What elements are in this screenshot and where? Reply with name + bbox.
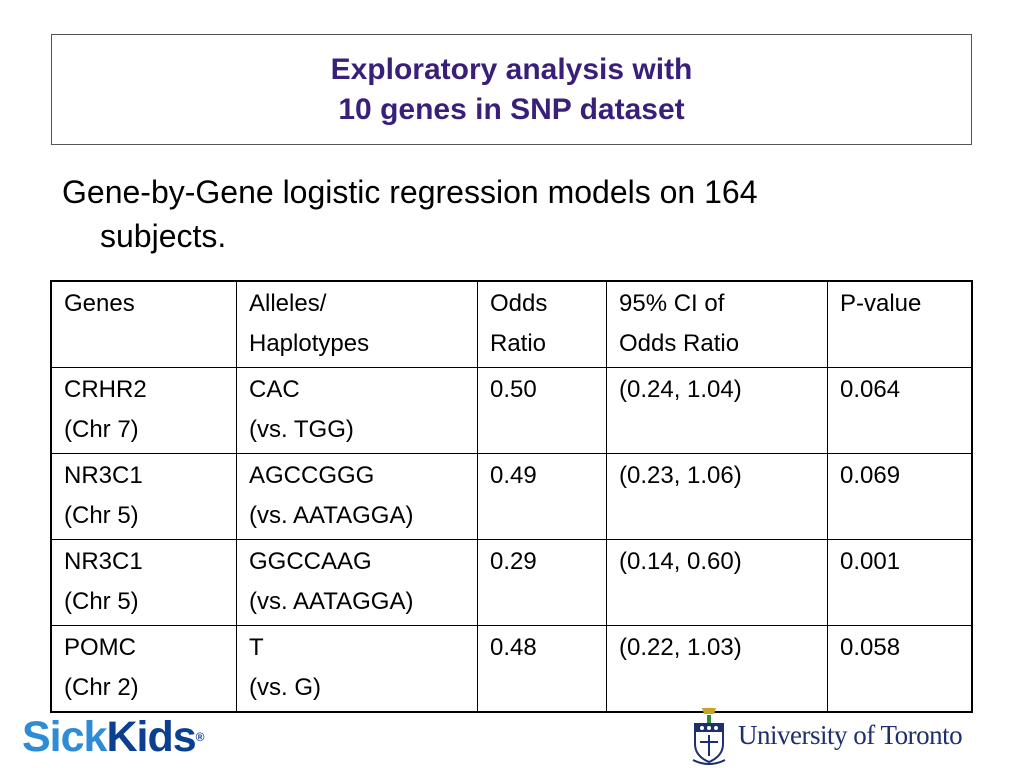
intro-line-1: Gene-by-Gene logistic regression models … [62,174,758,210]
cell-allele: T (vs. G) [236,625,478,713]
regression-results-table: Genes Alleles/ Haplotypes Odds Ratio 95%… [50,280,973,713]
intro-line-2: subjects. [100,218,227,254]
table-row: POMC (Chr 2) T (vs. G) 0.48 (0.22, 1.03)… [50,625,973,713]
p-value: 0.001 [840,548,901,575]
cell-allele: GGCCAAG (vs. AATAGGA) [236,539,478,626]
gene-name: NR3C1 [64,548,143,575]
allele: AGCCGGG [249,462,375,489]
p-value: 0.058 [840,634,901,661]
reference-allele: (vs. TGG) [249,416,354,443]
cell-ci: (0.24, 1.04) [606,367,828,454]
header-odds-ratio-line-2: Ratio [490,330,547,357]
cell-odds-ratio: 0.29 [477,539,607,626]
chromosome: (Chr 5) [64,588,139,615]
confidence-interval: (0.22, 1.03) [619,634,742,661]
odds-ratio: 0.29 [490,548,537,575]
header-odds-ratio-line-1: Odds [490,290,548,317]
odds-ratio: 0.48 [490,634,537,661]
confidence-interval: (0.23, 1.06) [619,462,742,489]
allele: CAC [249,376,300,403]
cell-gene: NR3C1 (Chr 5) [50,453,237,540]
cell-p-value: 0.064 [827,367,973,454]
header-p-value-text: P-value [840,290,922,317]
gene-name: CRHR2 [64,376,147,403]
slide-title-box: Exploratory analysis with 10 genes in SN… [51,34,972,145]
confidence-interval: (0.24, 1.04) [619,376,742,403]
reference-allele: (vs. G) [249,674,321,701]
slide-title-line-2: 10 genes in SNP dataset [338,92,685,126]
header-p-value: P-value [827,280,973,368]
gene-name: NR3C1 [64,462,143,489]
intro-text: Gene-by-Gene logistic regression models … [62,170,962,258]
header-odds-ratio: Odds Ratio [477,280,607,368]
header-alleles-line-1: Alleles/ [249,290,327,317]
reference-allele: (vs. AATAGGA) [249,588,414,615]
registered-mark: ® [195,730,205,744]
header-alleles-line-2: Haplotypes [249,330,370,357]
allele: T [249,634,264,661]
cell-odds-ratio: 0.49 [477,453,607,540]
cell-p-value: 0.001 [827,539,973,626]
sickkids-logo: SickKids® [22,712,204,762]
chromosome: (Chr 5) [64,502,139,529]
odds-ratio: 0.49 [490,462,537,489]
cell-p-value: 0.069 [827,453,973,540]
allele: GGCCAAG [249,548,372,575]
p-value: 0.064 [840,376,901,403]
odds-ratio: 0.50 [490,376,537,403]
header-ci-line-1: 95% CI of [619,290,725,317]
header-genes: Genes [50,280,237,368]
cell-allele: CAC (vs. TGG) [236,367,478,454]
slide-title-line-1: Exploratory analysis with [330,52,693,86]
reference-allele: (vs. AATAGGA) [249,502,414,529]
cell-gene: POMC (Chr 2) [50,625,237,713]
cell-p-value: 0.058 [827,625,973,713]
table-header-row: Genes Alleles/ Haplotypes Odds Ratio 95%… [50,280,973,368]
university-of-toronto-logo: University of Toronto [692,706,963,766]
table-row: NR3C1 (Chr 5) GGCCAAG (vs. AATAGGA) 0.29… [50,539,973,626]
table-row: NR3C1 (Chr 5) AGCCGGG (vs. AATAGGA) 0.49… [50,453,973,540]
university-name: University of Toronto [738,720,963,750]
header-alleles: Alleles/ Haplotypes [236,280,478,368]
cell-odds-ratio: 0.50 [477,367,607,454]
cell-allele: AGCCGGG (vs. AATAGGA) [236,453,478,540]
sickkids-logo-part-1: Sick [22,713,107,761]
cell-gene: CRHR2 (Chr 7) [50,367,237,454]
header-ci-line-2: Odds Ratio [619,330,740,357]
cell-ci: (0.22, 1.03) [606,625,828,713]
cell-gene: NR3C1 (Chr 5) [50,539,237,626]
table-row: CRHR2 (Chr 7) CAC (vs. TGG) 0.50 (0.24, … [50,367,973,454]
gene-name: POMC [64,634,136,661]
confidence-interval: (0.14, 0.60) [619,548,742,575]
header-ci: 95% CI of Odds Ratio [606,280,828,368]
sickkids-logo-part-2: Kids [106,713,196,761]
p-value: 0.069 [840,462,901,489]
cell-odds-ratio: 0.48 [477,625,607,713]
chromosome: (Chr 2) [64,674,139,701]
header-genes-text: Genes [64,290,135,317]
cell-ci: (0.23, 1.06) [606,453,828,540]
chromosome: (Chr 7) [64,416,139,443]
cell-ci: (0.14, 0.60) [606,539,828,626]
crest-icon [692,708,726,765]
